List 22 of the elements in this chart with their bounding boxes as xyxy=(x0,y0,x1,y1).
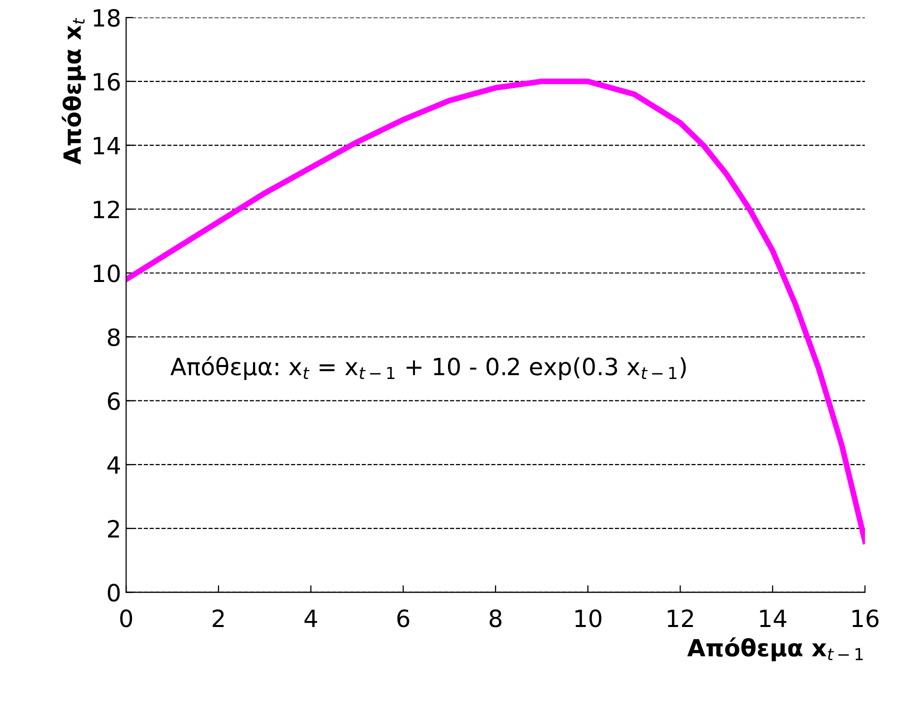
y-tick-label: 6 xyxy=(108,392,120,410)
x-tick-label: 0 xyxy=(120,609,132,628)
y-tick-label: 18 xyxy=(94,8,120,27)
y-axis-title: Απόθεμα x$_{t}$ xyxy=(62,18,86,165)
x-tick-label: 12 xyxy=(668,609,693,627)
y-tick-label: 12 xyxy=(94,200,119,218)
y-tick-label: 4 xyxy=(107,456,120,474)
x-tick-label: 16 xyxy=(852,609,878,628)
x-axis-title: Απόθεμα x$_{t−1}$ xyxy=(687,637,863,662)
y-tick-label: 2 xyxy=(108,520,119,538)
y-tick-label: 8 xyxy=(108,328,120,346)
x-tick-label: 6 xyxy=(397,609,410,628)
y-tick-label: 10 xyxy=(94,264,120,282)
x-tick-label: 4 xyxy=(304,610,318,627)
x-tick-label: 2 xyxy=(212,609,224,627)
x-tick-label: 10 xyxy=(575,609,602,628)
y-tick-label: 14 xyxy=(94,137,120,154)
y-tick-label: 16 xyxy=(94,72,120,91)
x-tick-label: 8 xyxy=(490,609,502,628)
x-tick-label: 14 xyxy=(760,610,786,627)
y-tick-label: 0 xyxy=(108,584,120,602)
annotation: Απόθεμα: x$_{t}$ = x$_{t−1}$ + 10 - 0.2 exp(0.3 x$_{t−1}$) xyxy=(170,356,686,380)
